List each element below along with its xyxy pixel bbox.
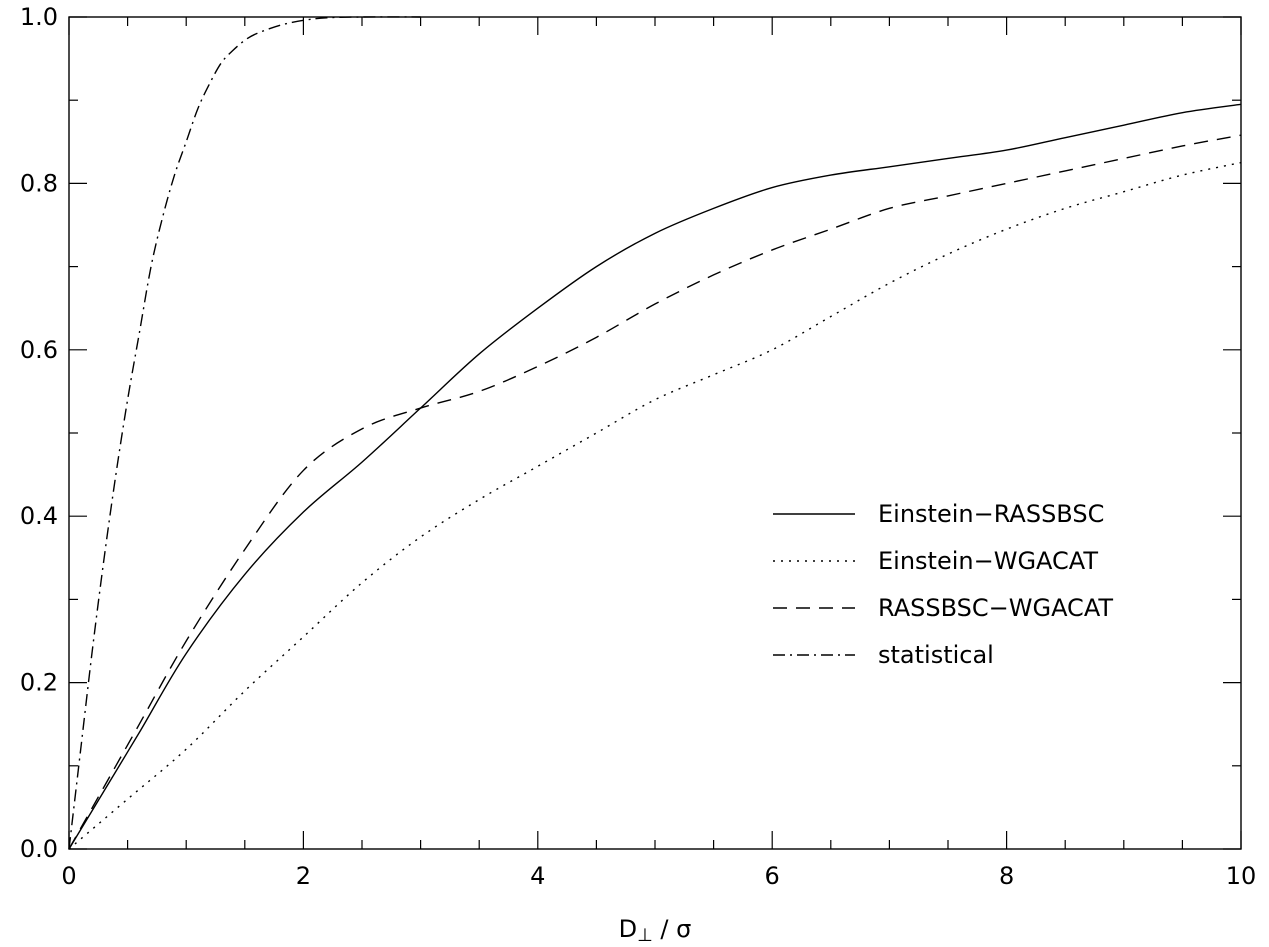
axis-ticks <box>68 16 1242 850</box>
x-tick-label: 4 <box>530 862 545 890</box>
series-line-1 <box>68 103 1242 850</box>
x-axis-label-sub: ⊥ <box>637 925 653 946</box>
x-tick-label: 10 <box>1226 862 1257 890</box>
y-tick-label: 0.6 <box>20 336 58 364</box>
x-axis-label: D⊥ / σ <box>619 915 692 946</box>
y-tick-label: 1.0 <box>20 3 58 31</box>
y-tick-label: 0.4 <box>20 502 58 530</box>
x-tick-label: 2 <box>296 862 311 890</box>
series-line-3 <box>68 134 1242 850</box>
series-lines <box>68 16 1242 850</box>
legend-label: statistical <box>878 641 994 669</box>
x-axis-label-rest: / σ <box>653 915 692 943</box>
y-tick-label: 0.2 <box>20 669 58 697</box>
legend: Einstein−RASSBSC Einstein−WGACAT RASSBSC−W… <box>773 500 1113 669</box>
y-tick-label: 0.0 <box>20 835 58 863</box>
legend-label: RASSBSC−WGACAT <box>878 594 1113 622</box>
x-axis-label-main: D <box>619 915 637 943</box>
series-line-4 <box>68 16 421 850</box>
x-tick-label: 0 <box>61 862 76 890</box>
x-tick-label: 8 <box>999 862 1014 890</box>
y-tick-label: 0.8 <box>20 169 58 197</box>
x-tick-label: 6 <box>765 862 780 890</box>
plot-frame <box>68 16 1242 850</box>
legend-label: Einstein−RASSBSC <box>878 500 1104 528</box>
legend-label: Einstein−WGACAT <box>878 547 1098 575</box>
